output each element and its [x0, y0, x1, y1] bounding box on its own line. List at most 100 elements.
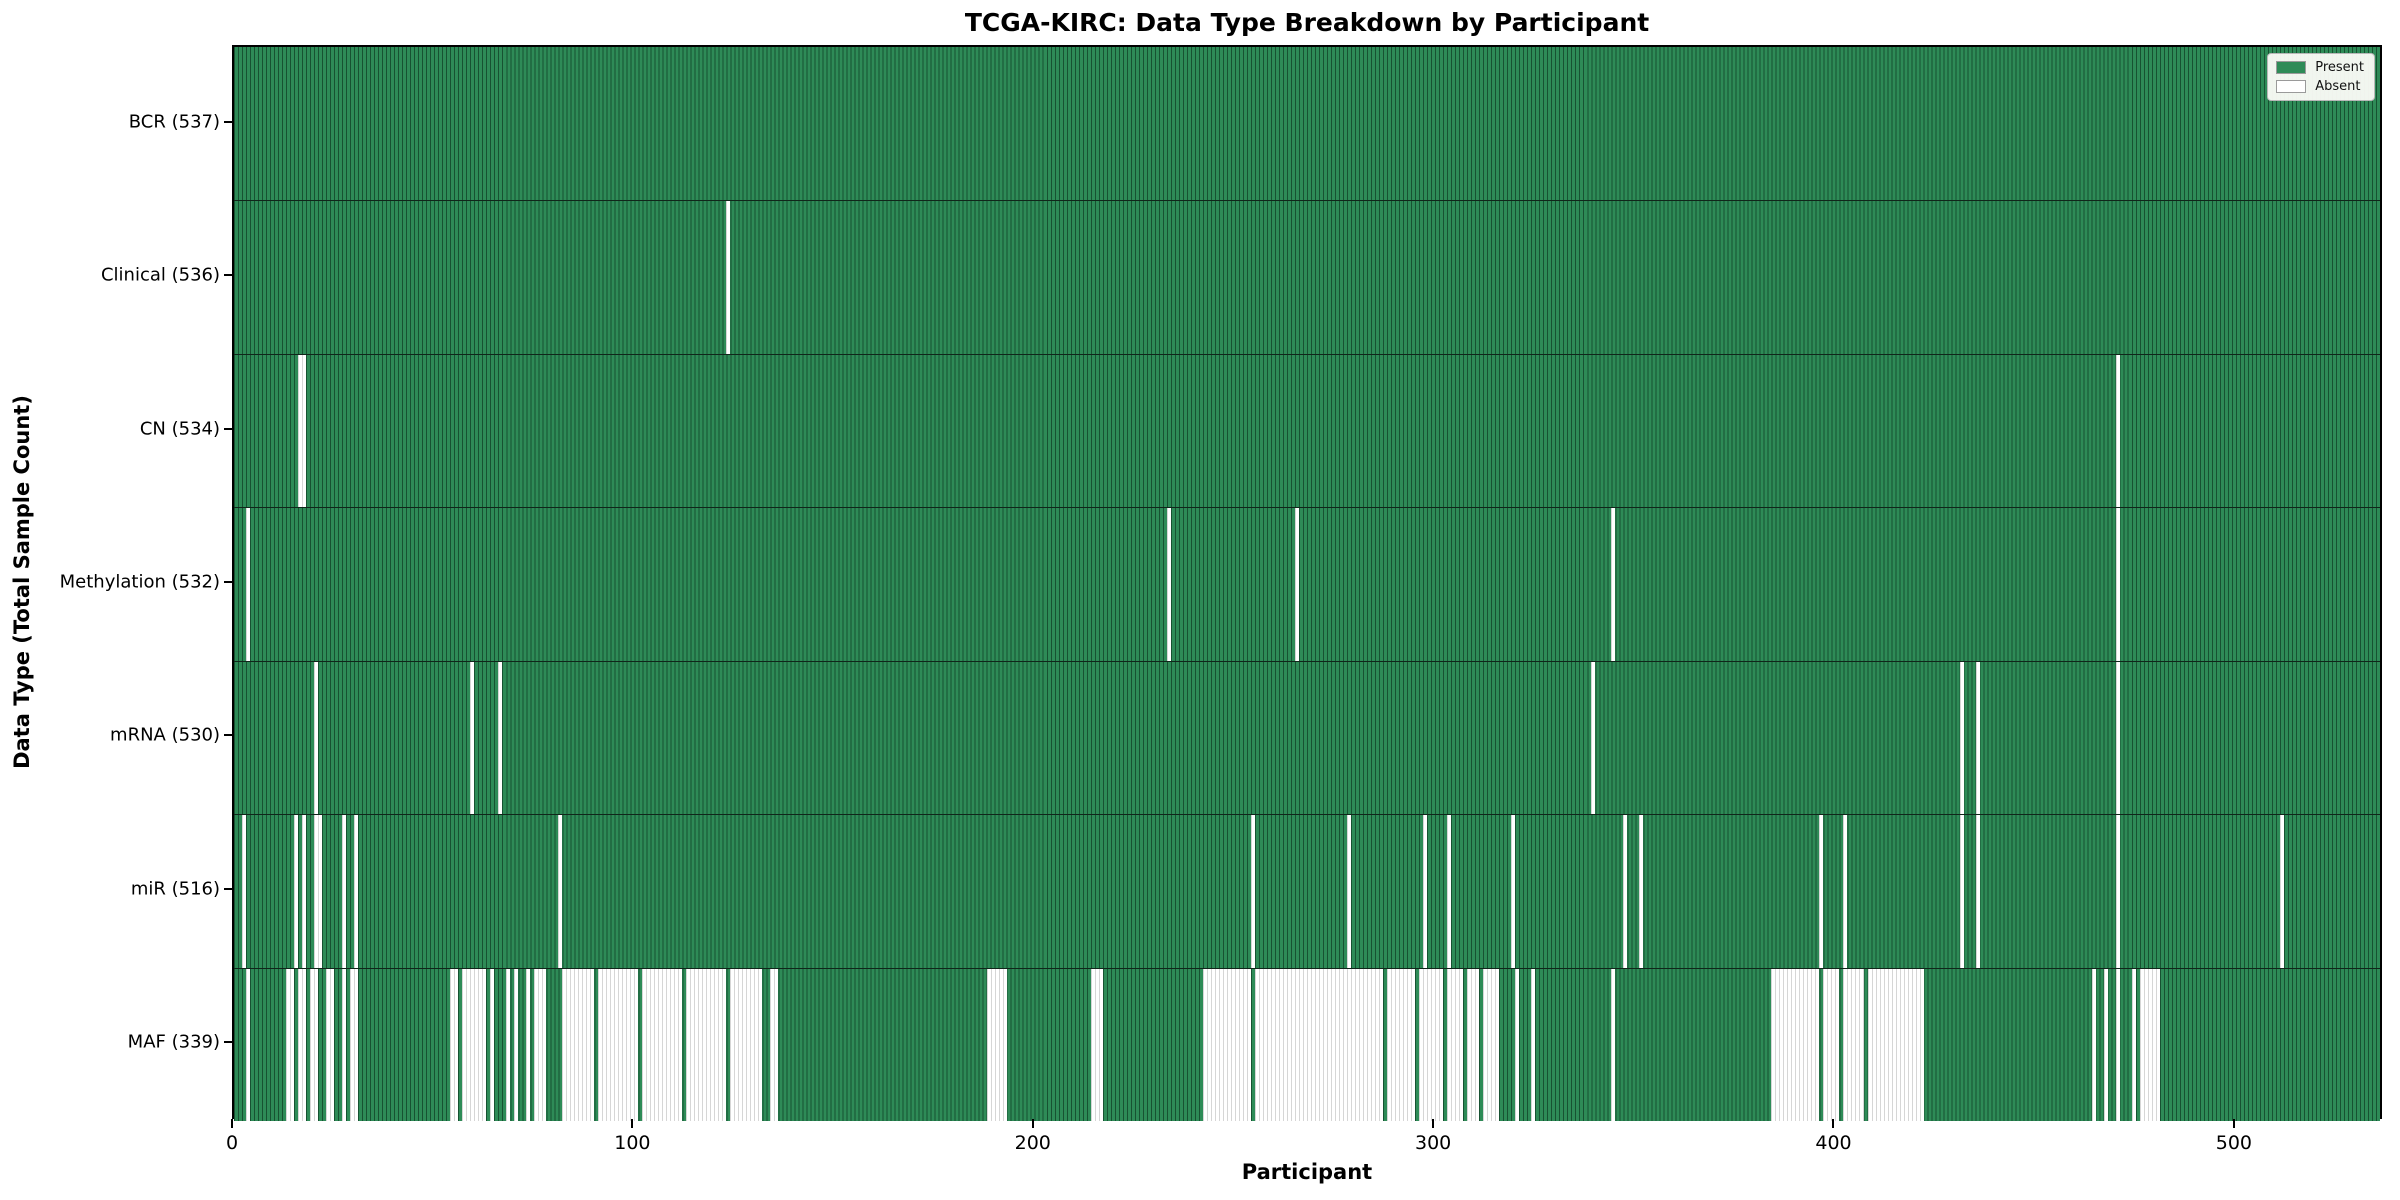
absent-stripe	[1447, 968, 1464, 1121]
absent-stripe	[1250, 815, 1255, 968]
absent-stripe	[342, 815, 347, 968]
absent-stripe	[2115, 508, 2120, 661]
data-row-methylation	[234, 507, 2380, 661]
absent-stripe	[526, 968, 531, 1121]
absent-stripe	[490, 968, 495, 1121]
absent-stripe	[286, 968, 295, 1121]
y-tick-label-clinical: Clinical (536)	[100, 264, 220, 286]
x-tick-label-300: 300	[1414, 1132, 1452, 1154]
y-tick-label-mrna: mRNA (530)	[110, 724, 220, 746]
absent-stripe	[1639, 815, 1644, 968]
legend-item-present: Present	[2276, 61, 2364, 74]
x-tick-label-0: 0	[225, 1132, 239, 1154]
x-tick-mark	[1832, 1119, 1835, 1128]
absent-stripe	[2115, 815, 2120, 968]
y-tick-mark	[224, 274, 232, 277]
absent-stripe	[1467, 968, 1480, 1121]
absent-stripe	[598, 968, 639, 1121]
absent-stripe	[1254, 968, 1384, 1121]
absent-stripe	[1959, 661, 1964, 815]
absent-stripe	[1823, 968, 1840, 1121]
absent-stripe	[294, 815, 299, 968]
absent-stripe	[298, 968, 307, 1121]
data-row-bcr	[234, 47, 2380, 201]
absent-stripe	[1623, 815, 1628, 968]
absent-stripe	[1531, 968, 1536, 1121]
y-tick-mark	[224, 887, 232, 890]
absent-stripe	[514, 968, 519, 1121]
absent-stripe	[1347, 815, 1352, 968]
legend-label-absent: Absent	[2315, 79, 2361, 94]
absent-stripe	[450, 968, 459, 1121]
y-tick-label-mir: miR (516)	[130, 878, 220, 900]
y-tick-mark	[224, 734, 232, 737]
absent-stripe	[1819, 815, 1824, 968]
absent-stripe	[302, 815, 307, 968]
absent-stripe	[1611, 508, 1616, 661]
absent-stripe	[534, 968, 547, 1121]
data-row-clinical	[234, 200, 2380, 354]
absent-stripe	[326, 968, 335, 1121]
absent-stripe	[558, 815, 563, 968]
legend-swatch-present-icon	[2276, 61, 2307, 74]
absent-stripe	[506, 968, 511, 1121]
absent-stripe	[2131, 968, 2136, 1121]
absent-stripe	[2103, 968, 2108, 1121]
y-tick-mark	[224, 1041, 232, 1044]
absent-stripe	[730, 968, 763, 1121]
x-tick-mark	[1432, 1119, 1435, 1128]
absent-stripe	[1090, 968, 1103, 1121]
absent-stripe	[1975, 661, 1980, 815]
y-tick-label-bcr: BCR (537)	[128, 111, 220, 133]
absent-stripe	[246, 968, 250, 1121]
x-tick-label-400: 400	[1815, 1132, 1852, 1154]
chart-title: TCGA-KIRC: Data Type Breakdown by Partic…	[964, 8, 1650, 37]
y-tick-mark	[224, 581, 232, 583]
x-tick-mark	[1031, 1119, 1034, 1128]
rows-container	[234, 47, 2380, 1121]
absent-stripe	[1867, 968, 1924, 1121]
y-tick-label-maf: MAF (339)	[127, 1031, 220, 1053]
absent-stripe	[562, 968, 595, 1121]
absent-stripe	[1387, 968, 1416, 1121]
x-tick-label-500: 500	[2215, 1132, 2252, 1154]
absent-stripe	[1483, 968, 1500, 1121]
y-tick-mark	[224, 427, 232, 430]
plot-area: Present Absent	[232, 45, 2382, 1121]
data-row-mrna	[234, 660, 2380, 815]
data-row-mir	[234, 814, 2380, 968]
absent-stripe	[726, 201, 731, 354]
x-tick-label-200: 200	[1014, 1132, 1051, 1154]
absent-stripe	[1423, 815, 1428, 968]
absent-stripe	[342, 968, 347, 1121]
absent-stripe	[354, 815, 359, 968]
x-axis-label: Participant	[1241, 1160, 1373, 1184]
x-tick-mark	[2232, 1119, 2235, 1128]
absent-stripe	[246, 508, 250, 661]
absent-stripe	[350, 968, 359, 1121]
x-tick-label-100: 100	[614, 1132, 651, 1154]
legend: Present Absent	[2267, 53, 2375, 101]
data-row-cn	[234, 353, 2380, 508]
absent-stripe	[2139, 968, 2160, 1121]
absent-stripe	[2115, 354, 2120, 508]
absent-stripe	[642, 968, 683, 1121]
absent-stripe	[310, 968, 319, 1121]
data-row-maf	[234, 967, 2380, 1121]
absent-stripe	[470, 661, 475, 815]
absent-stripe	[1166, 508, 1171, 661]
absent-stripe	[2279, 815, 2284, 968]
legend-swatch-absent-icon	[2276, 80, 2307, 93]
absent-stripe	[1843, 815, 1848, 968]
absent-stripe	[686, 968, 727, 1121]
x-tick-mark	[631, 1119, 634, 1128]
absent-stripe	[1294, 508, 1299, 661]
absent-stripe	[314, 661, 319, 815]
absent-stripe	[1515, 968, 1520, 1121]
absent-stripe	[1419, 968, 1444, 1121]
absent-stripe	[462, 968, 487, 1121]
absent-stripe	[1447, 815, 1452, 968]
absent-stripe	[1202, 968, 1251, 1121]
legend-item-absent: Absent	[2276, 80, 2364, 93]
absent-stripe	[1771, 968, 1820, 1121]
